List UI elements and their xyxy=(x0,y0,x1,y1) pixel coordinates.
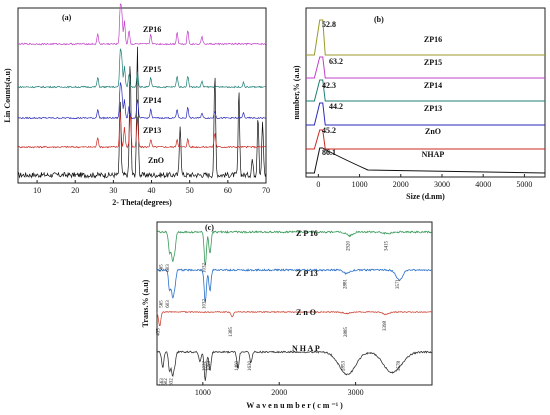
panel-a-series-label: ZP14 xyxy=(143,96,161,105)
panel-c-xlabel: W a v e n u m b e r ( c m ⁻¹ ) xyxy=(246,401,343,410)
panel-a-series-label: ZP15 xyxy=(143,65,161,74)
panel-c-band-label: 563 xyxy=(160,378,165,386)
panel-c-band-label: 1093 xyxy=(207,361,212,372)
panel-a-xtick-label: 30 xyxy=(109,186,117,195)
panel-c-band-label: 3398 xyxy=(383,321,388,332)
panel-b-series-label: ZP15 xyxy=(424,58,442,67)
panel-b-xlabel: Size (d.nm) xyxy=(406,192,445,201)
panel-c-series-line-Z n O xyxy=(156,310,433,326)
panel-b-ylabel: number,% (a.u) xyxy=(292,65,301,119)
panel-a-series-line-ZP16 xyxy=(17,3,267,46)
panel-b-series-line-ZnO xyxy=(306,129,545,150)
panel-c-ftir: 1000 2000 3000 (c) W a v e n u m b e r ( c m… xyxy=(141,221,433,410)
panel-b-xtick-label: 5000 xyxy=(516,180,532,189)
panel-b-series-line-ZP15 xyxy=(306,56,545,79)
panel-b-xtick-label: 1000 xyxy=(352,180,368,189)
panel-c-series-line-Z P 16 xyxy=(156,229,432,266)
panel-c-series-line-Z P 13 xyxy=(156,268,433,303)
panel-c-band-label: 3578 xyxy=(397,361,402,372)
panel-a-xtick-label: 50 xyxy=(186,186,194,195)
panel-b-series-label: ZP14 xyxy=(424,81,442,90)
panel-c-band-label: 603 xyxy=(166,264,171,272)
panel-a-series-line-ZP13 xyxy=(17,111,266,149)
panel-c-series-label: Z P 13 xyxy=(296,269,318,278)
panel-c-band-label: 565 xyxy=(160,300,165,308)
panel-a-series-line-ZP15 xyxy=(17,48,266,89)
panel-b-label: (b) xyxy=(374,15,384,24)
panel-b-series-label: ZnO xyxy=(425,127,441,136)
panel-c-series-label: Z n O xyxy=(296,308,316,317)
panel-c-band-label: 1460 xyxy=(235,361,240,372)
panel-c-series-label: Z P 16 xyxy=(296,229,318,238)
panel-b-size-distribution: 0 1000 2000 3000 4000 5000 (b) Size (d.nm) numbe… xyxy=(292,7,546,201)
panel-b-peak-label: 52.8 xyxy=(322,20,336,29)
panel-a-series-line-ZP14 xyxy=(17,82,267,120)
panel-c-band-label: 602 xyxy=(164,378,169,386)
panel-c-band-label: 3415 xyxy=(384,241,389,252)
panel-a-frame xyxy=(17,7,267,184)
panel-b-peak-label: 44.2 xyxy=(329,102,343,111)
panel-b-series-line-ZP16 xyxy=(306,19,545,56)
panel-a-xtick-label: 10 xyxy=(33,186,41,195)
panel-b-frame xyxy=(305,7,546,178)
panel-b-peak-label: 86.1 xyxy=(322,148,336,157)
panel-c-band-label: 632 xyxy=(170,378,175,386)
panel-b-xtick-label: 3000 xyxy=(434,180,450,189)
panel-b-series-line-NHAP xyxy=(306,147,546,174)
panel-a-xlabel: 2- Theta(degrees) xyxy=(112,198,172,207)
panel-c-band-label: 565 xyxy=(160,264,165,272)
panel-b-xtick-label: 4000 xyxy=(475,180,491,189)
panel-c-xtick-label: 1000 xyxy=(195,388,211,397)
panel-c-ylabel: Trans.% (a.u) xyxy=(141,279,150,327)
panel-c-band-label: 3571 xyxy=(396,279,401,290)
panel-c-series-label: N H A P xyxy=(292,344,320,353)
panel-b-series-label: ZP16 xyxy=(424,35,442,44)
panel-c-band-label: 1630 xyxy=(248,361,253,372)
panel-a-series-line-ZnO xyxy=(17,46,267,179)
panel-a-xtick-label: 40 xyxy=(148,186,156,195)
panel-b-series-label: NHAP xyxy=(422,150,445,159)
panel-b-series-label: ZP13 xyxy=(424,104,442,113)
panel-c-label: (c) xyxy=(205,223,214,232)
panel-a-xtick-label: 70 xyxy=(262,186,270,195)
panel-c-xtick-label: 2000 xyxy=(271,388,287,397)
panel-a-series-label: ZnO xyxy=(148,156,164,165)
panel-a-xtick-label: 60 xyxy=(224,186,232,195)
panel-c-xtick-label: 3000 xyxy=(348,388,364,397)
panel-c-band-label: 1385 xyxy=(229,327,234,338)
panel-c-band-label: 2881 xyxy=(344,279,349,290)
panel-c-series-line-N H A P xyxy=(157,350,433,381)
panel-b-peak-label: 45.2 xyxy=(322,126,336,135)
panel-c-band-label: 2885 xyxy=(344,327,349,338)
panel-b-peak-label: 63.2 xyxy=(329,57,343,66)
panel-c-band-label: 603 xyxy=(166,300,171,308)
panel-c-frame xyxy=(156,221,433,386)
panel-c-band-label: 435 xyxy=(157,328,162,336)
panel-c-band-label: 2920 xyxy=(347,241,352,252)
panel-b-series-line-ZP13 xyxy=(306,102,545,126)
panel-a-series-label: ZP13 xyxy=(143,126,161,135)
panel-b-xtick-label: 0 xyxy=(316,180,320,189)
panel-a-xrd: 10 20 30 40 50 60 70 (a) 2- Theta(degrees) Lin Co… xyxy=(3,3,270,207)
panel-a-series-label: ZP16 xyxy=(143,25,161,34)
panel-a-ylabel: Lin Counts(a.u) xyxy=(3,68,12,123)
panel-c-band-label: 2853 xyxy=(341,361,346,372)
panel-c-band-label: 1032 xyxy=(202,361,207,372)
panel-c-band-label: 1032 xyxy=(202,299,207,310)
panel-c-band-label: 1032 xyxy=(202,263,207,274)
panel-b-peak-label: 42.3 xyxy=(322,81,336,90)
panel-b-xtick-label: 2000 xyxy=(393,180,409,189)
panel-b-series-line-ZP14 xyxy=(306,79,545,102)
panel-a-label: (a) xyxy=(62,13,72,22)
panel-a-xtick-label: 20 xyxy=(71,186,79,195)
